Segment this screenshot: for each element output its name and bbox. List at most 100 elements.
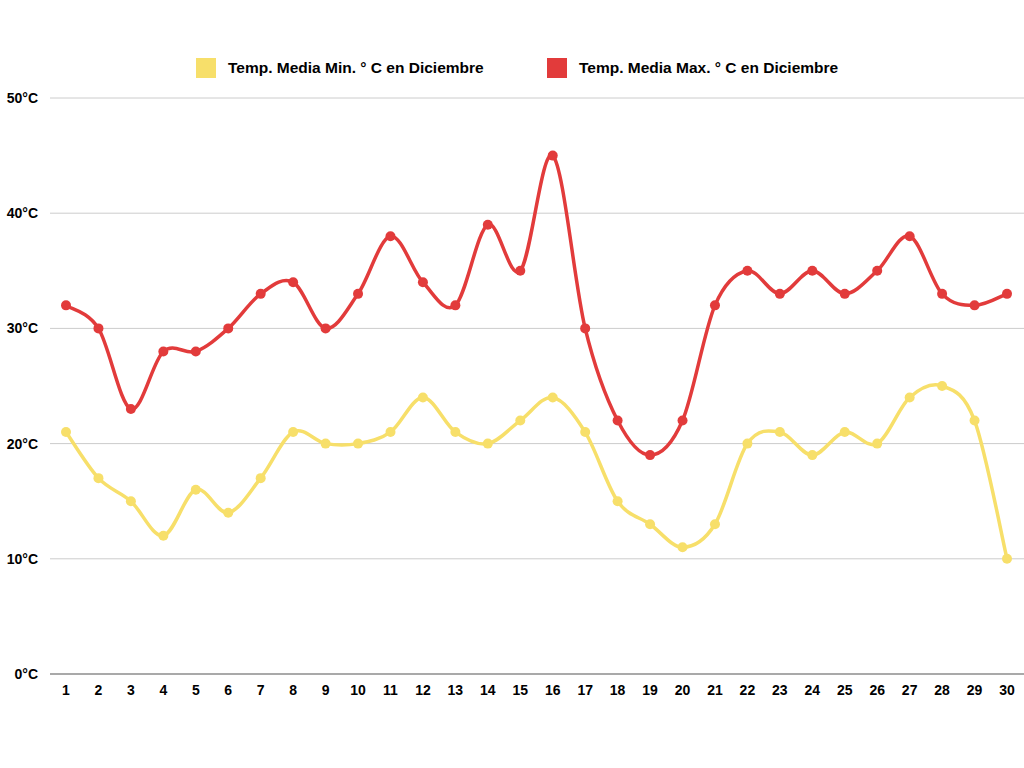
point xyxy=(288,277,298,287)
x-tick-label: 7 xyxy=(257,682,265,698)
x-tick-label: 11 xyxy=(383,682,398,698)
x-tick-label: 29 xyxy=(967,682,983,698)
x-tick-label: 1 xyxy=(62,682,70,698)
point xyxy=(418,277,428,287)
point xyxy=(548,151,558,161)
point xyxy=(937,381,947,391)
point xyxy=(970,300,980,310)
x-tick-label: 16 xyxy=(545,682,561,698)
grid-line xyxy=(50,213,1024,214)
point xyxy=(872,439,882,449)
series xyxy=(61,381,1012,564)
y-tick-label: 10°C xyxy=(7,551,38,567)
point xyxy=(450,427,460,437)
plot-area xyxy=(61,151,1012,564)
x-tick-label: 5 xyxy=(192,682,200,698)
point xyxy=(580,427,590,437)
point xyxy=(645,519,655,529)
x-tick-label: 23 xyxy=(772,682,788,698)
point xyxy=(613,496,623,506)
point xyxy=(288,427,298,437)
point xyxy=(775,427,785,437)
x-tick-label: 3 xyxy=(127,682,135,698)
point xyxy=(515,416,525,426)
point xyxy=(710,300,720,310)
x-tick-label: 30 xyxy=(999,682,1015,698)
point xyxy=(970,416,980,426)
legend-swatch xyxy=(196,58,216,78)
legend: Temp. Media Min. ° C en Diciembre Temp. M… xyxy=(196,58,839,78)
point xyxy=(613,416,623,426)
legend-label: Temp. Media Max. ° C en Diciembre xyxy=(579,59,839,76)
y-tick-label: 40°C xyxy=(7,205,38,221)
x-tick-label: 21 xyxy=(707,682,723,698)
x-tick-label: 13 xyxy=(448,682,464,698)
point xyxy=(256,289,266,299)
point xyxy=(191,346,201,356)
x-tick-label: 28 xyxy=(934,682,950,698)
point xyxy=(158,346,168,356)
point xyxy=(872,266,882,276)
point xyxy=(61,427,71,437)
point xyxy=(1002,289,1012,299)
point xyxy=(483,439,493,449)
point xyxy=(385,231,395,241)
x-tick-label: 8 xyxy=(289,682,297,698)
point xyxy=(905,393,915,403)
point xyxy=(385,427,395,437)
x-tick-label: 10 xyxy=(350,682,366,698)
y-tick-label: 50°C xyxy=(7,90,38,106)
x-tick-label: 17 xyxy=(577,682,593,698)
x-tick-label: 19 xyxy=(642,682,658,698)
series-line xyxy=(66,385,1007,559)
point xyxy=(321,439,331,449)
point xyxy=(418,393,428,403)
point xyxy=(61,300,71,310)
point xyxy=(223,508,233,518)
x-tick-label: 2 xyxy=(95,682,103,698)
x-tick-label: 20 xyxy=(675,682,691,698)
point xyxy=(905,231,915,241)
legend-swatch xyxy=(547,58,567,78)
y-tick-label: 30°C xyxy=(7,320,38,336)
point xyxy=(840,427,850,437)
point xyxy=(840,289,850,299)
point xyxy=(742,266,752,276)
point xyxy=(321,323,331,333)
x-tick-label: 27 xyxy=(902,682,918,698)
point xyxy=(93,473,103,483)
chart: 0°C10°C20°C30°C40°C50°C12345678910111213… xyxy=(0,0,1024,768)
point xyxy=(775,289,785,299)
y-tick-label: 20°C xyxy=(7,436,38,452)
grid-line xyxy=(50,328,1024,329)
x-tick-label: 24 xyxy=(805,682,821,698)
point xyxy=(450,300,460,310)
legend-label: Temp. Media Min. ° C en Diciembre xyxy=(228,59,484,76)
point xyxy=(223,323,233,333)
x-tick-label: 18 xyxy=(610,682,626,698)
x-tick-label: 26 xyxy=(869,682,885,698)
y-axis: 0°C10°C20°C30°C40°C50°C xyxy=(7,90,1024,682)
point xyxy=(256,473,266,483)
x-axis: 1234567891011121314151617181920212223242… xyxy=(62,682,1015,698)
point xyxy=(807,266,817,276)
point xyxy=(678,542,688,552)
x-tick-label: 9 xyxy=(322,682,330,698)
x-tick-label: 6 xyxy=(224,682,232,698)
point xyxy=(515,266,525,276)
point xyxy=(742,439,752,449)
x-tick-label: 15 xyxy=(512,682,528,698)
point xyxy=(126,404,136,414)
point xyxy=(353,289,363,299)
point xyxy=(710,519,720,529)
point xyxy=(93,323,103,333)
point xyxy=(1002,554,1012,564)
x-tick-label: 4 xyxy=(159,682,167,698)
point xyxy=(191,485,201,495)
series xyxy=(61,151,1012,461)
x-tick-label: 12 xyxy=(415,682,431,698)
point xyxy=(807,450,817,460)
page: {"chart_data": {"type": "line", "categor… xyxy=(0,0,1024,768)
point xyxy=(126,496,136,506)
point xyxy=(353,439,363,449)
